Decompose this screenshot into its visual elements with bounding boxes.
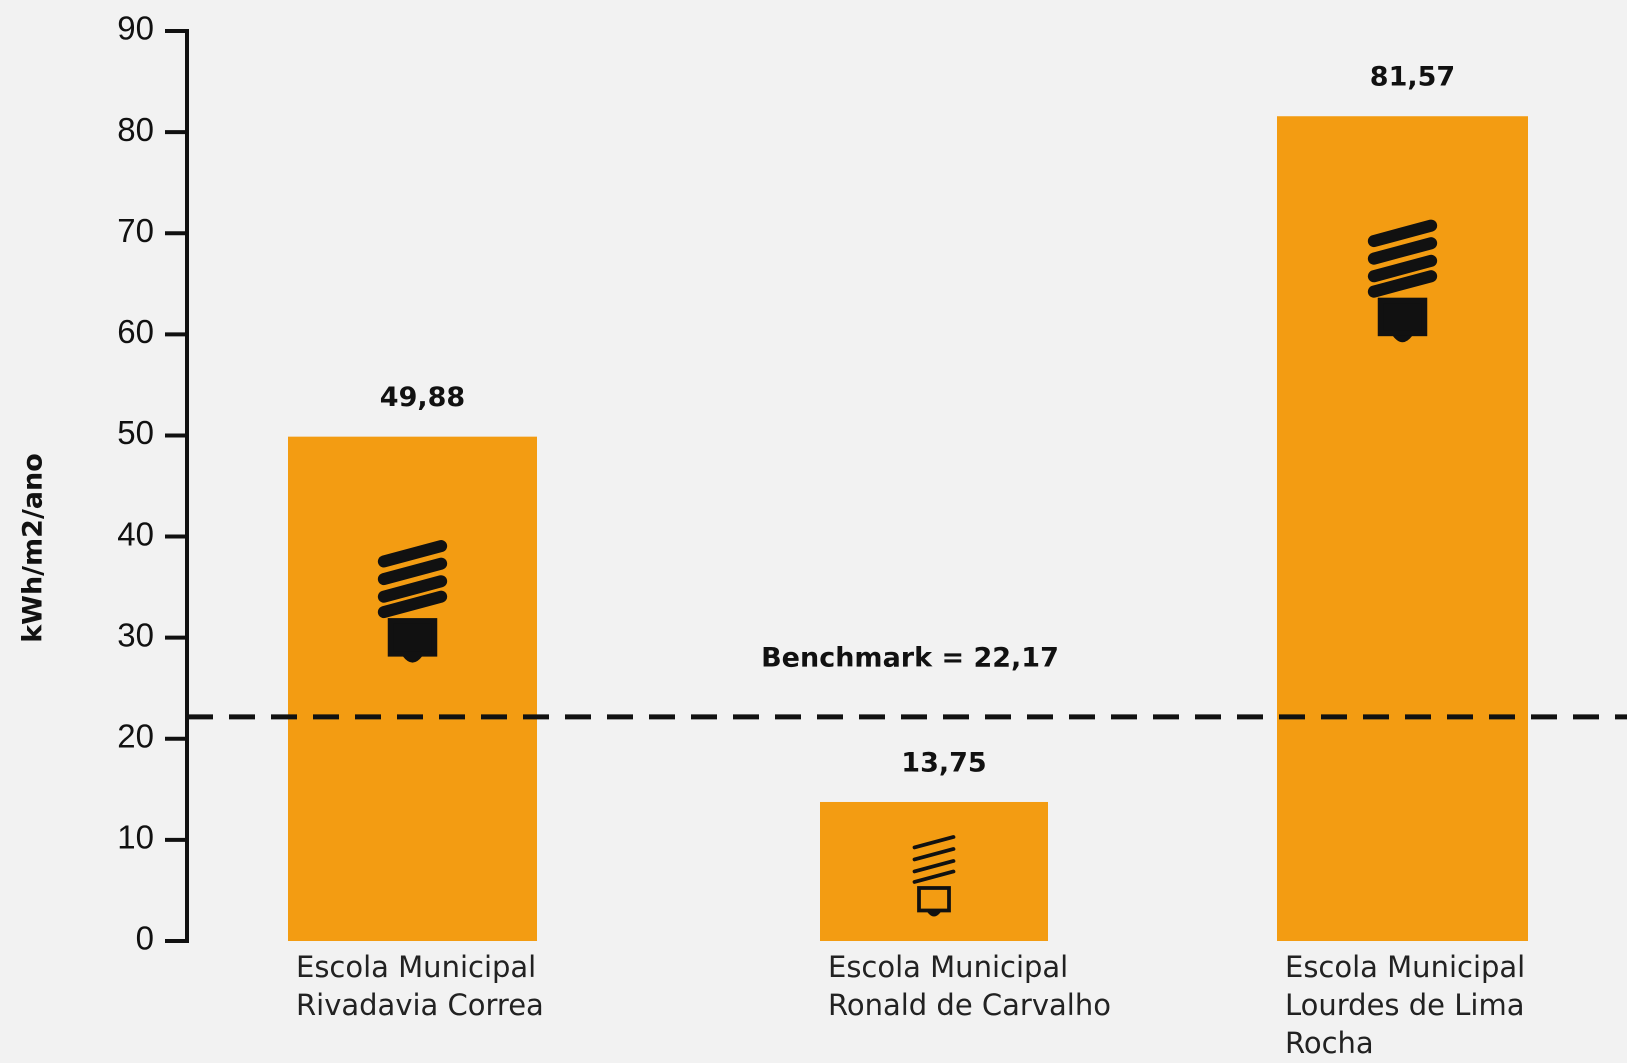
bulb-base: [917, 886, 951, 913]
value-label: 81,57: [1370, 62, 1455, 93]
x-tick-label: Escola Municipal Rivadavia Correa: [296, 950, 544, 1022]
bulb-coil: [912, 859, 956, 874]
x-tick-label-line: Ronald de Carvalho: [828, 988, 1111, 1022]
x-tick-label: Escola Municipal Ronald de Carvalho: [828, 950, 1111, 1022]
y-tick-label: 30: [117, 616, 154, 653]
bulb-coil: [377, 540, 448, 568]
y-tick-label: 20: [117, 717, 154, 754]
y-axis-label: kWh/m2/ano: [18, 453, 49, 643]
bulb-coil: [1367, 270, 1438, 298]
x-tick-label-line: Escola Municipal: [296, 950, 536, 984]
bulb-icon: [377, 540, 448, 663]
y-tick-label: 70: [117, 212, 154, 249]
bulb-base: [1377, 297, 1428, 337]
bulb-coil: [1367, 219, 1438, 248]
bulb-coil: [1367, 254, 1438, 283]
value-label: 13,75: [901, 747, 986, 778]
bulb-coil: [912, 869, 956, 884]
bar: [1277, 116, 1528, 941]
bulb-coil: [912, 835, 956, 850]
x-tick-label: Escola Municipal Lourdes de Lima Rocha: [1285, 950, 1525, 1060]
value-label: 49,88: [380, 382, 465, 413]
x-tick-label-line: Escola Municipal: [1285, 950, 1525, 984]
bar: [820, 801, 1048, 941]
bulb-coil: [377, 590, 448, 619]
x-tick-label-line: Lourdes de Lima: [1285, 988, 1524, 1022]
bulb-tip: [927, 911, 941, 917]
bulb-coil: [377, 575, 448, 603]
x-tick-label-line: Rivadavia Correa: [296, 988, 544, 1022]
y-tick-label: 50: [117, 414, 154, 451]
bulb-tip: [402, 656, 423, 663]
y-tick-label: 80: [117, 111, 154, 148]
x-tick-label-line: Rocha: [1285, 1026, 1374, 1060]
bar: [288, 436, 537, 941]
bulb-coil: [377, 557, 448, 586]
y-tick-label: 10: [117, 819, 154, 856]
y-tick-label: 60: [117, 313, 154, 350]
y-tick-label: 90: [117, 10, 154, 47]
bulb-base: [387, 618, 438, 657]
benchmark-label: Benchmark = 22,17: [761, 642, 1059, 673]
bulb-coil: [912, 847, 956, 862]
bulb-tip: [1392, 335, 1413, 343]
bulb-icon: [1367, 219, 1438, 343]
y-tick-label: 0: [136, 920, 154, 957]
bulb-icon: [912, 835, 956, 917]
x-tick-label-line: Escola Municipal: [828, 950, 1068, 984]
y-tick-label: 40: [117, 515, 154, 552]
bulb-coil: [1367, 237, 1438, 265]
